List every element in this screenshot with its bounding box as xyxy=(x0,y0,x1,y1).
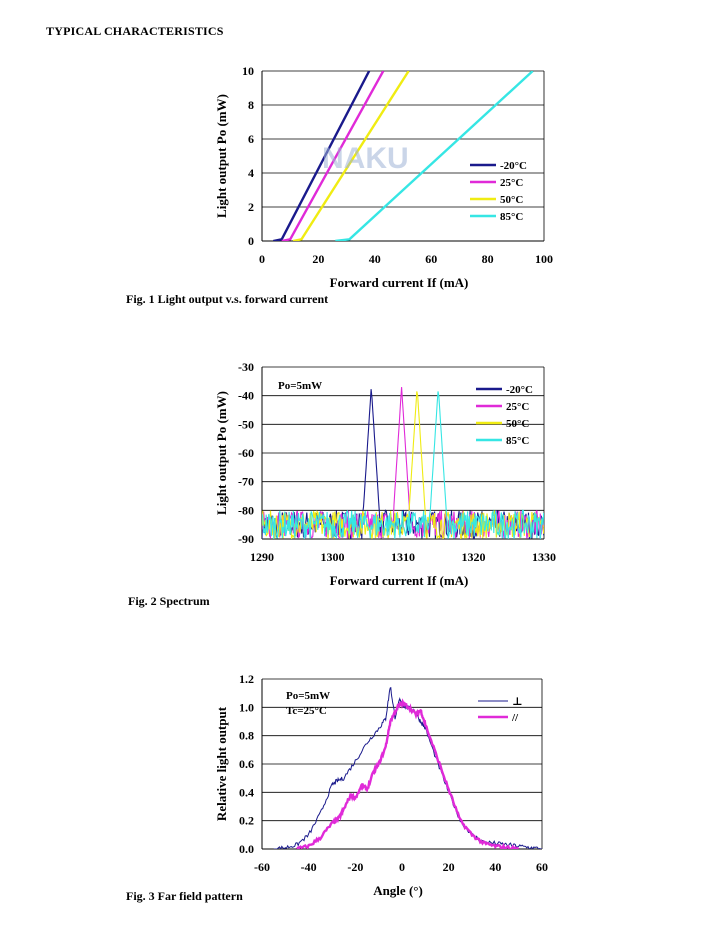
x-tick-label: 20 xyxy=(312,252,324,266)
fig3-annotation-power: Po=5mW xyxy=(286,690,330,702)
fig3-series xyxy=(273,686,542,849)
y-tick-label: -50 xyxy=(238,417,254,431)
y-tick-label: 0.8 xyxy=(239,729,254,743)
x-tick-label: 1290 xyxy=(250,550,274,564)
x-axis-label: Forward current If (mA) xyxy=(330,573,469,588)
legend-label: 25°C xyxy=(506,401,529,413)
y-tick-label: -40 xyxy=(238,389,254,403)
legend-label: 50°C xyxy=(500,194,523,206)
series-line xyxy=(335,71,534,241)
x-tick-label: 60 xyxy=(536,860,548,874)
y-tick-label: 1.2 xyxy=(239,672,254,686)
y-tick-label: 0 xyxy=(248,234,254,248)
legend-label: 85°C xyxy=(506,435,529,447)
y-tick-label: -70 xyxy=(238,475,254,489)
y-tick-label: 1.0 xyxy=(239,700,254,714)
figure-3-chart: 0.0 0.2 0.4 0.6 0.8 1.0 1.2 -60 -40 -20 0 20 40 60 Ang… xyxy=(214,672,548,898)
x-tick-label: 1300 xyxy=(321,550,345,564)
figure-2-caption: Fig. 2 Spectrum xyxy=(128,594,210,608)
y-tick-label: 0.2 xyxy=(239,814,254,828)
x-axis-label: Angle (°) xyxy=(373,883,423,898)
legend-label: -20°C xyxy=(500,160,527,172)
x-tick-label: 100 xyxy=(535,252,553,266)
y-tick-label: 0.6 xyxy=(239,757,254,771)
x-tick-label: 60 xyxy=(425,252,437,266)
legend-label: ⊥ xyxy=(512,696,523,708)
series-line xyxy=(273,71,371,241)
y-axis-label: Light output Po (mW) xyxy=(214,391,229,515)
x-tick-label: 1320 xyxy=(462,550,486,564)
legend-label: // xyxy=(511,712,519,724)
series-line xyxy=(292,71,410,241)
y-tick-label: 0.4 xyxy=(239,785,254,799)
legend-label: 25°C xyxy=(500,177,523,189)
page-heading: TYPICAL CHARACTERISTICS xyxy=(46,24,224,38)
y-tick-label: 4 xyxy=(248,166,254,180)
y-tick-label: 10 xyxy=(242,64,254,78)
y-axis-label: Light output Po (mW) xyxy=(214,94,229,218)
y-tick-label: 0.0 xyxy=(239,842,254,856)
series-line xyxy=(281,71,385,241)
x-tick-label: -20 xyxy=(347,860,363,874)
x-tick-label: -40 xyxy=(301,860,317,874)
fig1-series xyxy=(273,71,534,241)
y-axis-label: Relative light output xyxy=(214,706,229,821)
y-tick-label: -60 xyxy=(238,446,254,460)
legend-label: -20°C xyxy=(506,384,533,396)
x-tick-label: 40 xyxy=(489,860,501,874)
x-tick-label: 20 xyxy=(443,860,455,874)
y-tick-label: -90 xyxy=(238,532,254,546)
figure-1-caption: Fig. 1 Light output v.s. forward current xyxy=(126,292,329,306)
fig2-annotation: Po=5mW xyxy=(278,380,322,392)
x-tick-label: 0 xyxy=(399,860,405,874)
legend-label: 85°C xyxy=(500,211,523,223)
y-tick-label: 8 xyxy=(248,98,254,112)
fig3-annotation-temp: Tc=25°C xyxy=(286,705,327,717)
x-tick-label: 40 xyxy=(369,252,381,266)
series-line xyxy=(262,391,544,539)
y-tick-label: -30 xyxy=(238,360,254,374)
y-tick-label: 2 xyxy=(248,200,254,214)
x-axis-label: Forward current If (mA) xyxy=(330,275,469,290)
watermark-logo: NAKU xyxy=(322,142,409,175)
figure-2-chart: -30 -40 -50 -60 -70 -80 -90 1290 1300 1310 1320 133… xyxy=(214,360,556,588)
x-tick-label: 80 xyxy=(482,252,494,266)
fig2-series xyxy=(262,387,544,539)
y-tick-label: -80 xyxy=(238,503,254,517)
y-tick-label: 6 xyxy=(248,132,254,146)
x-tick-label: 1310 xyxy=(391,550,415,564)
x-tick-label: 1330 xyxy=(532,550,556,564)
figure-3-caption: Fig. 3 Far field pattern xyxy=(126,889,243,903)
x-tick-label: 0 xyxy=(259,252,265,266)
series-line xyxy=(296,698,520,849)
legend-label: 50°C xyxy=(506,418,529,430)
x-tick-label: -60 xyxy=(254,860,270,874)
